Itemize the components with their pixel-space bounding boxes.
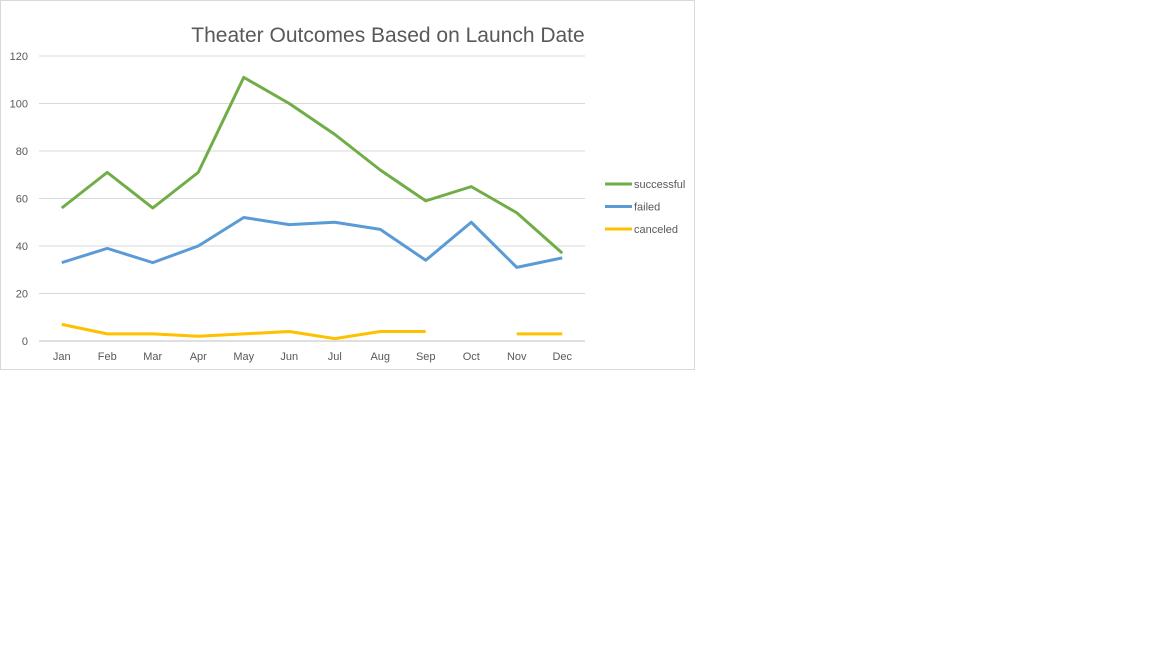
- legend-label-canceled: canceled: [634, 224, 678, 236]
- x-axis-ticks: Jan Feb Mar Apr May Jun Jul Aug Sep Oct Nov Dec: [53, 351, 573, 363]
- y-tick-label: 40: [16, 241, 28, 253]
- x-tick-label: Jun: [280, 351, 298, 363]
- y-tick-label: 0: [22, 336, 28, 348]
- x-tick-label: May: [233, 351, 254, 363]
- gridlines: [39, 55, 585, 342]
- x-tick-label: Oct: [463, 351, 480, 363]
- chart-title: Theater Outcomes Based on Launch Date: [191, 24, 585, 47]
- series-line-canceled: [61, 322, 426, 341]
- legend-label-successful: successful: [634, 179, 685, 191]
- legend-label-failed: failed: [634, 202, 660, 214]
- y-tick-label: 60: [16, 194, 28, 206]
- y-axis-ticks: 0 20 40 60 80 100 120: [10, 51, 28, 348]
- x-tick-label: Feb: [98, 351, 117, 363]
- x-tick-label: Apr: [190, 351, 207, 363]
- y-tick-label: 20: [16, 289, 28, 301]
- chart-frame: [0, 0, 695, 370]
- x-tick-label: Aug: [370, 351, 390, 363]
- x-tick-label: Jan: [53, 351, 71, 363]
- x-tick-label: Mar: [143, 351, 162, 363]
- y-tick-label: 80: [16, 146, 28, 158]
- series-line-successful: [60, 75, 564, 255]
- legend: successful failed canceled: [605, 179, 685, 236]
- series-lines: [60, 75, 564, 341]
- y-tick-label: 100: [10, 99, 28, 111]
- x-tick-label: Dec: [552, 351, 572, 363]
- x-tick-label: Sep: [416, 351, 436, 363]
- series-line-failed: [61, 216, 563, 269]
- y-tick-label: 120: [10, 51, 28, 63]
- x-tick-label: Nov: [507, 351, 527, 363]
- x-tick-label: Jul: [328, 351, 342, 363]
